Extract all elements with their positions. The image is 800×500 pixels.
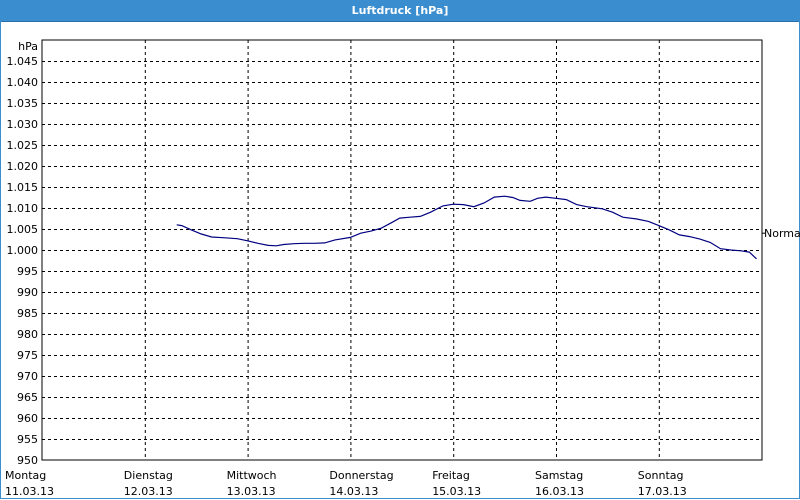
y-tick-label: 980 bbox=[17, 328, 38, 341]
y-tick-label: 1.000 bbox=[7, 244, 39, 257]
x-day-label: Mittwoch bbox=[227, 469, 277, 482]
y-tick-label: 955 bbox=[17, 433, 38, 446]
x-date-label: 13.03.13 bbox=[227, 485, 276, 498]
y-tick-label: 970 bbox=[17, 370, 38, 383]
x-day-label: Freitag bbox=[432, 469, 470, 482]
y-tick-label: 975 bbox=[17, 349, 38, 362]
window-title: Luftdruck [hPa] bbox=[0, 0, 800, 22]
y-tick-label: 1.005 bbox=[7, 223, 39, 236]
y-tick-label: 1.015 bbox=[7, 181, 39, 194]
x-day-label: Dienstag bbox=[124, 469, 173, 482]
x-date-label: 11.03.13 bbox=[5, 485, 54, 498]
x-day-label: Montag bbox=[5, 469, 46, 482]
y-tick-label: 1.030 bbox=[7, 118, 39, 131]
y-axis-unit: hPa bbox=[18, 40, 38, 53]
y-tick-label: 1.010 bbox=[7, 202, 39, 215]
x-day-label: Samstag bbox=[535, 469, 583, 482]
x-date-label: 16.03.13 bbox=[535, 485, 584, 498]
y-tick-label: 995 bbox=[17, 265, 38, 278]
y-tick-label: 990 bbox=[17, 286, 38, 299]
y-tick-label: 1.035 bbox=[7, 97, 39, 110]
x-date-label: 14.03.13 bbox=[329, 485, 378, 498]
y-tick-label: 1.045 bbox=[7, 55, 39, 68]
y-tick-label: 1.040 bbox=[7, 76, 39, 89]
x-day-label: Sonntag bbox=[638, 469, 684, 482]
x-date-label: 12.03.13 bbox=[124, 485, 173, 498]
y-tick-label: 960 bbox=[17, 412, 38, 425]
y-tick-label: 985 bbox=[17, 307, 38, 320]
y-tick-label: 1.025 bbox=[7, 139, 39, 152]
normal-reference-label: Normal bbox=[764, 227, 800, 240]
x-day-label: Donnerstag bbox=[329, 469, 393, 482]
pressure-series-line bbox=[176, 195, 757, 260]
y-tick-label: 950 bbox=[17, 454, 38, 467]
y-tick-label: 1.020 bbox=[7, 160, 39, 173]
x-date-label: 15.03.13 bbox=[432, 485, 481, 498]
x-date-label: 17.03.13 bbox=[638, 485, 687, 498]
y-tick-label: 965 bbox=[17, 391, 38, 404]
